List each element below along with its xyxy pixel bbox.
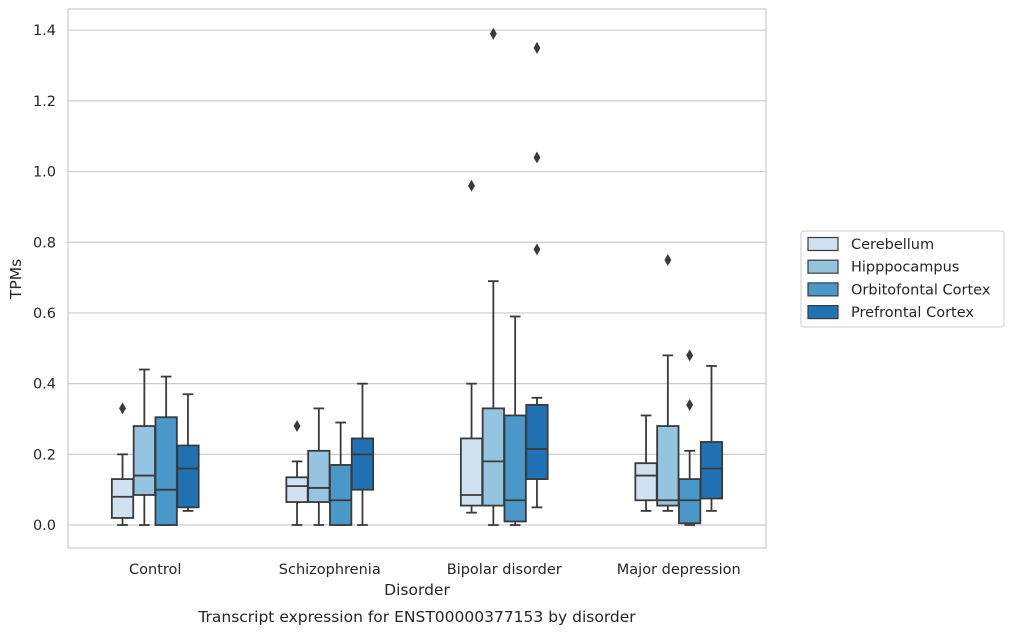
plot-area-frame xyxy=(67,8,767,549)
outlier-point xyxy=(533,41,541,54)
box-3-2 xyxy=(525,41,549,509)
outlier-point xyxy=(686,349,694,362)
box-2-3 xyxy=(678,349,702,526)
y-tick-label: 0.6 xyxy=(33,306,56,322)
x-axis-title: Disorder xyxy=(384,581,450,599)
y-tick-label: 1.4 xyxy=(33,23,56,39)
y-tick-label: 1.2 xyxy=(33,94,56,110)
legend-swatch xyxy=(807,236,839,252)
x-tick-label: Schizophrenia xyxy=(279,562,381,578)
iqr-box xyxy=(176,444,200,509)
outlier-point xyxy=(489,27,497,40)
iqr-box xyxy=(110,478,135,519)
chart-caption: Transcript expression for ENST0000037715… xyxy=(197,608,636,626)
iqr-box xyxy=(634,462,658,502)
outlier-point xyxy=(119,402,126,415)
y-tick-label: 0.4 xyxy=(33,377,56,393)
box-1-2 xyxy=(481,27,505,526)
box-3-0 xyxy=(176,393,200,512)
outlier-point xyxy=(468,179,475,192)
box-3-1 xyxy=(350,382,375,526)
outlier-point xyxy=(293,420,301,433)
iqr-box xyxy=(503,414,527,523)
box-3-3 xyxy=(699,365,724,512)
outlier-point xyxy=(686,398,694,411)
legend-swatch xyxy=(807,282,839,297)
x-tick-labels: Control Schizophrenia Bipolar disorder Majo… xyxy=(129,562,741,578)
legend-frame xyxy=(800,230,1005,328)
legend-swatch xyxy=(807,259,839,274)
box-0-0 xyxy=(110,402,135,526)
iqr-box xyxy=(656,425,680,507)
y-tick-label: 1.0 xyxy=(33,165,56,181)
box-1-3 xyxy=(656,253,680,512)
iqr-box xyxy=(154,416,178,526)
y-tick-label: 0.8 xyxy=(33,235,56,251)
box-series xyxy=(110,27,724,526)
legend-label: Orbitofontal Cortex xyxy=(851,282,991,298)
iqr-box xyxy=(329,464,353,526)
box-0-1 xyxy=(285,420,309,526)
box-0-2 xyxy=(459,179,484,514)
iqr-box xyxy=(350,437,375,491)
x-tick-label: Bipolar disorder xyxy=(447,562,562,578)
y-tick-label: 0.0 xyxy=(33,518,56,534)
box-1-0 xyxy=(132,368,156,526)
legend-label: Hipppocampus xyxy=(851,260,959,276)
y-tick-label: 0.2 xyxy=(33,447,56,463)
legend-label: Prefrontal Cortex xyxy=(851,305,974,321)
legend-label: Cerebellum xyxy=(851,237,934,253)
box-2-1 xyxy=(329,421,353,526)
y-axis-title: TPMs xyxy=(7,259,25,300)
iqr-box xyxy=(481,407,505,507)
box-0-3 xyxy=(634,414,658,512)
box-2-0 xyxy=(154,375,178,526)
iqr-box xyxy=(132,425,156,496)
x-tick-label: Major depression xyxy=(617,562,741,578)
iqr-box xyxy=(699,441,724,500)
outlier-point xyxy=(664,253,672,266)
legend: Cerebellum Hipppocampus Orbitofontal Corte… xyxy=(800,230,1005,328)
x-tick-label: Control xyxy=(129,562,181,578)
iqr-box xyxy=(285,476,309,503)
y-tick-labels: 0.0 0.2 0.4 0.6 0.8 1.0 1.2 1.4 xyxy=(33,23,56,534)
iqr-box xyxy=(307,449,331,503)
outlier-point xyxy=(533,243,541,256)
legend-swatch xyxy=(807,305,839,320)
iqr-box xyxy=(525,403,549,480)
box-1-1 xyxy=(307,407,331,526)
box-2-2 xyxy=(503,315,527,526)
outlier-point xyxy=(533,151,541,164)
